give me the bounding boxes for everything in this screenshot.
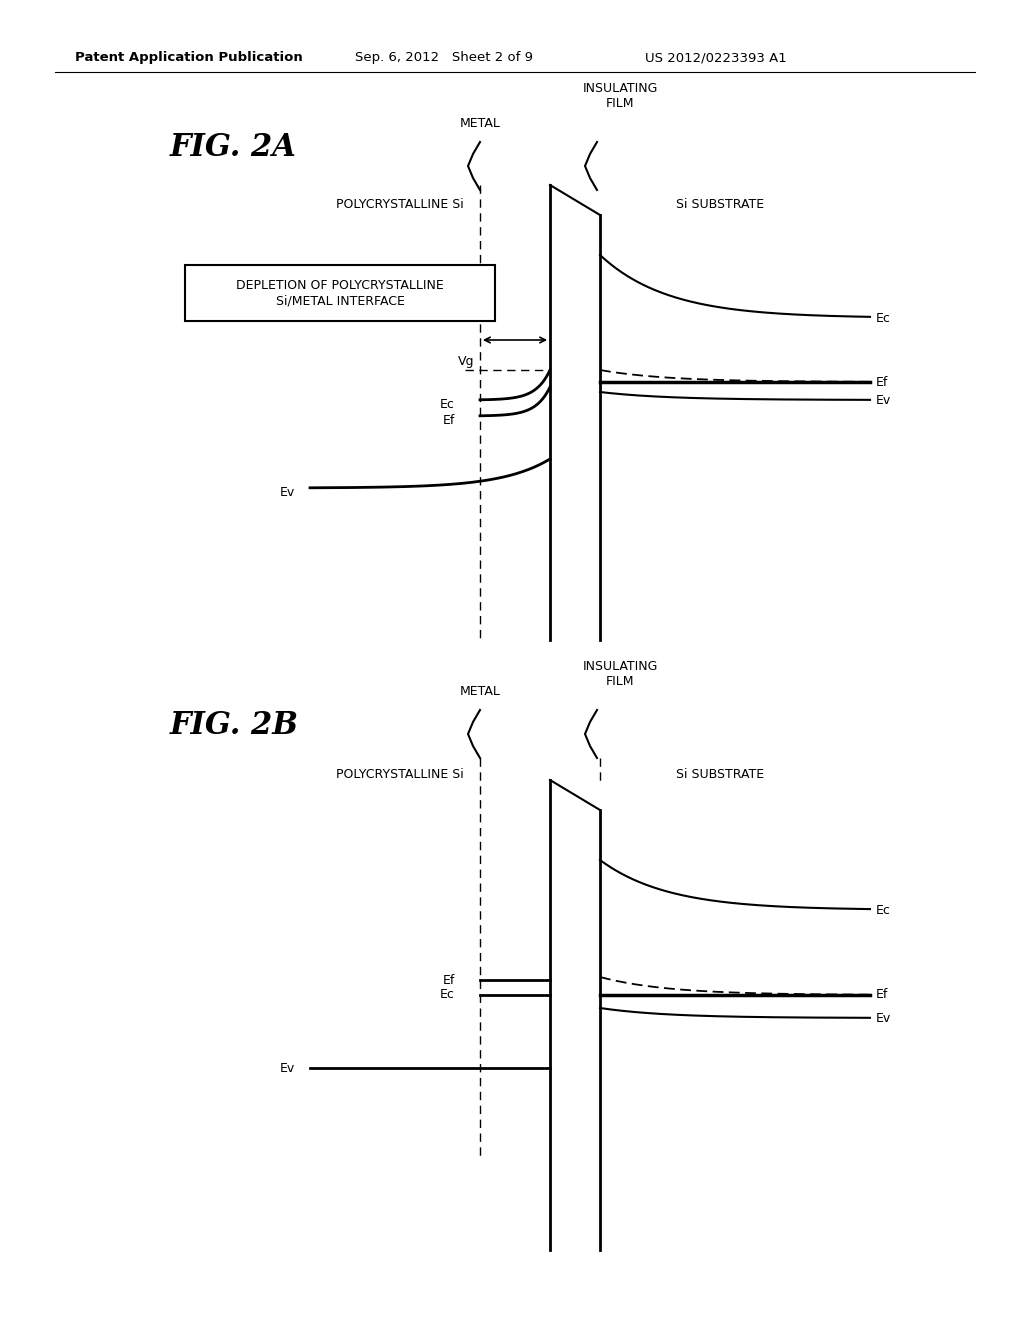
Text: Ev: Ev [280, 1061, 295, 1074]
Text: METAL: METAL [460, 685, 501, 698]
Text: Ec: Ec [440, 989, 455, 1002]
Text: FIG. 2B: FIG. 2B [170, 710, 299, 741]
Text: Ec: Ec [876, 312, 891, 325]
Text: Ef: Ef [876, 375, 889, 388]
Text: Ef: Ef [442, 974, 455, 986]
Text: Ev: Ev [280, 486, 295, 499]
Text: Si SUBSTRATE: Si SUBSTRATE [676, 768, 764, 781]
Text: FIG. 2A: FIG. 2A [170, 132, 297, 164]
Text: Si SUBSTRATE: Si SUBSTRATE [676, 198, 764, 211]
Text: INSULATING
FILM: INSULATING FILM [583, 82, 657, 110]
Text: POLYCRYSTALLINE Si: POLYCRYSTALLINE Si [336, 768, 464, 781]
Text: Ec: Ec [440, 397, 455, 411]
Text: Sep. 6, 2012   Sheet 2 of 9: Sep. 6, 2012 Sheet 2 of 9 [355, 51, 534, 65]
Text: INSULATING
FILM: INSULATING FILM [583, 660, 657, 688]
Text: POLYCRYSTALLINE Si: POLYCRYSTALLINE Si [336, 198, 464, 211]
Text: Ef: Ef [442, 413, 455, 426]
Text: Vg: Vg [458, 355, 474, 368]
Text: METAL: METAL [460, 117, 501, 129]
Text: Ef: Ef [876, 989, 889, 1002]
Text: Ev: Ev [876, 393, 891, 407]
Text: DEPLETION OF POLYCRYSTALLINE
Si/METAL INTERFACE: DEPLETION OF POLYCRYSTALLINE Si/METAL IN… [237, 279, 443, 308]
Text: Ec: Ec [876, 903, 891, 916]
Text: Ev: Ev [876, 1011, 891, 1024]
Bar [185, 265, 495, 321]
Text: Patent Application Publication: Patent Application Publication [75, 51, 303, 65]
Text: US 2012/0223393 A1: US 2012/0223393 A1 [645, 51, 786, 65]
